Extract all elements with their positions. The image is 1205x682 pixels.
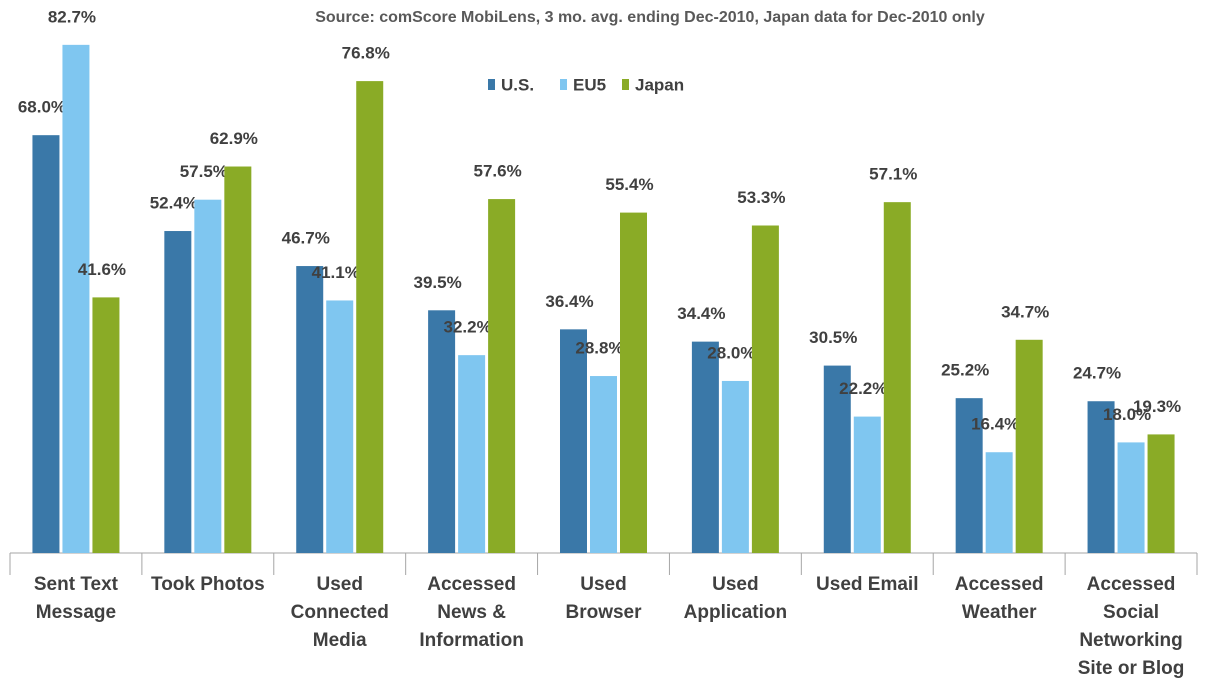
bar: [985, 452, 1013, 553]
value-label: 28.8%: [575, 339, 623, 358]
bar: [1147, 434, 1175, 553]
value-label: 16.4%: [971, 415, 1019, 434]
bar: [458, 355, 486, 553]
bar: [560, 329, 587, 553]
bar: [1015, 339, 1043, 553]
value-label: 76.8%: [342, 44, 390, 63]
legend-swatch: [488, 79, 495, 90]
legend-label: Japan: [635, 75, 684, 94]
bar: [428, 310, 456, 553]
bar: [620, 212, 647, 553]
bar: [751, 225, 779, 554]
x-tick-label: Used Connected Media: [290, 574, 389, 651]
value-label: 46.7%: [282, 229, 330, 248]
value-label: 30.5%: [809, 328, 857, 347]
value-label: 53.3%: [737, 188, 785, 207]
value-label: 24.7%: [1073, 364, 1121, 383]
value-label: 41.6%: [78, 260, 126, 279]
value-label: 28.0%: [707, 343, 755, 362]
bar: [1117, 442, 1145, 553]
value-label: 22.2%: [839, 379, 887, 398]
value-label: 57.6%: [474, 162, 522, 181]
bar: [883, 202, 911, 553]
bar: [194, 199, 222, 553]
bar: [1087, 401, 1115, 553]
bar: [224, 166, 252, 553]
value-label: 57.1%: [869, 165, 917, 184]
value-label: 18.0%: [1103, 405, 1151, 424]
bar: [691, 341, 719, 553]
legend-label: U.S.: [501, 75, 534, 94]
bar: [853, 416, 881, 553]
bar: [32, 135, 60, 553]
legend-label: EU5: [573, 75, 606, 94]
value-label: 62.9%: [210, 129, 258, 148]
value-label: 55.4%: [605, 175, 653, 194]
x-tick-label: Took Photos: [151, 574, 265, 595]
bar: [488, 199, 516, 553]
x-tick-label: Used Browser: [565, 574, 642, 623]
x-tick-label: Sent Text Message: [33, 574, 118, 623]
x-tick-label: Used Application: [683, 574, 788, 623]
value-label: 68.0%: [18, 98, 66, 117]
bar: [955, 398, 983, 553]
value-label: 36.4%: [545, 292, 593, 311]
bar: [92, 297, 120, 553]
value-label: 82.7%: [48, 7, 96, 26]
bar: [296, 266, 324, 553]
x-tick-label: Accessed Weather: [954, 574, 1044, 623]
value-label: 19.3%: [1133, 397, 1181, 416]
bar: [590, 376, 617, 553]
x-tick-label: Accessed News & Information: [419, 574, 524, 651]
value-label: 32.2%: [444, 318, 492, 337]
bar: [326, 300, 354, 553]
value-label: 39.5%: [414, 273, 462, 292]
legend-swatch: [560, 79, 567, 90]
bar: [62, 44, 90, 554]
value-label: 25.2%: [941, 361, 989, 380]
x-tick-label: Used Email: [816, 574, 919, 595]
bar: [356, 81, 384, 554]
value-label: 34.4%: [677, 304, 725, 323]
chart-title: Source: comScore MobiLens, 3 mo. avg. en…: [315, 9, 985, 26]
x-tick-label: Accessed Social Networking Site or Blog: [1077, 574, 1185, 679]
value-label: 57.5%: [180, 162, 228, 181]
legend-swatch: [622, 79, 629, 90]
value-label: 41.1%: [312, 263, 360, 282]
bar: [823, 365, 851, 553]
bar: [721, 380, 749, 553]
bar: [164, 231, 192, 553]
value-label: 34.7%: [1001, 302, 1049, 321]
value-label: 52.4%: [150, 194, 198, 213]
